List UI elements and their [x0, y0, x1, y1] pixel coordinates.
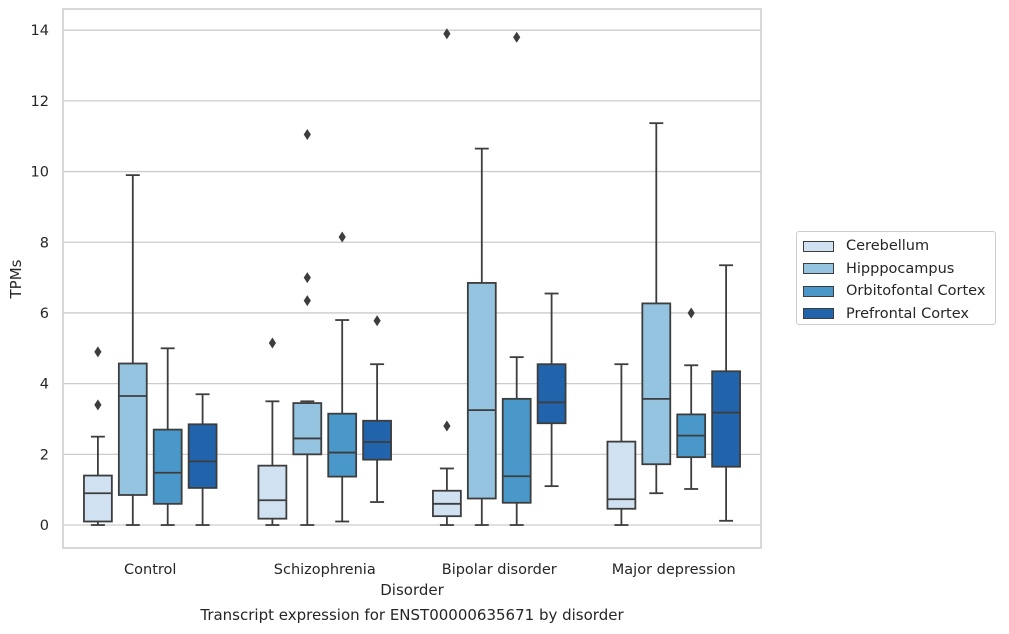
- box-group: [711, 264, 741, 522]
- box: [606, 440, 637, 510]
- box-group: [432, 28, 462, 526]
- legend-swatch: [803, 308, 834, 320]
- y-tick-labels: 0 2 4 6 8 10 12 14: [31, 23, 49, 534]
- box-group: [641, 122, 672, 495]
- box-group: [117, 174, 148, 526]
- box-group: [257, 337, 288, 526]
- legend-label: Prefrontal Cortex: [846, 305, 969, 322]
- x-tick-label: Control: [124, 562, 176, 578]
- box-group: [676, 307, 707, 490]
- box: [501, 397, 532, 504]
- y-axis-label: TPMs: [7, 259, 25, 299]
- outlier-point: [513, 31, 521, 43]
- legend-item: Cerebellum: [803, 235, 995, 258]
- boxes: [83, 28, 741, 526]
- box: [292, 402, 323, 456]
- figure-caption: Transcript expression for ENST0000063567…: [200, 606, 624, 624]
- box: [83, 474, 113, 523]
- outlier-point: [268, 337, 276, 349]
- box: [152, 428, 183, 505]
- legend-item: Orbitofontal Cortex: [803, 280, 995, 303]
- outlier-point: [94, 399, 102, 411]
- box: [187, 423, 218, 489]
- legend-label: Orbitofontal Cortex: [846, 283, 986, 300]
- box: [362, 419, 392, 461]
- x-tick-label: Major depression: [612, 562, 736, 578]
- y-tick-label: 12: [31, 94, 49, 110]
- box: [117, 362, 148, 496]
- outlier-point: [303, 295, 311, 307]
- x-axis-label: Disorder: [380, 581, 444, 599]
- y-tick-label: 2: [40, 447, 49, 463]
- box: [536, 363, 567, 425]
- box: [641, 302, 672, 466]
- outlier-point: [443, 28, 451, 40]
- legend-label: Cerebellum: [846, 238, 930, 255]
- plot-area-frame: [62, 8, 762, 549]
- outlier-point: [338, 231, 346, 243]
- x-tick-label: Schizophrenia: [274, 562, 376, 578]
- box-group: [536, 292, 567, 488]
- outlier-point: [94, 346, 102, 358]
- box: [711, 370, 741, 468]
- legend-swatch: [803, 285, 834, 297]
- legend-label: Hipppocampus: [846, 260, 955, 277]
- y-tick-label: 0: [40, 518, 49, 534]
- box-group: [362, 315, 392, 503]
- box-group: [327, 231, 358, 523]
- y-tick-label: 6: [40, 306, 49, 322]
- box: [327, 412, 358, 478]
- x-tick-label: Bipolar disorder: [442, 562, 557, 578]
- outlier-point: [687, 307, 695, 319]
- legend: Cerebellum Hipppocampus Orbitofontal Corte…: [796, 231, 996, 325]
- y-tick-label: 14: [31, 23, 49, 39]
- legend-swatch: [803, 240, 834, 252]
- y-tick-label: 8: [40, 235, 49, 251]
- outlier-point: [373, 315, 381, 327]
- legend-swatch: [803, 263, 834, 275]
- box-group: [466, 147, 497, 526]
- legend-item: Prefrontal Cortex: [803, 303, 995, 326]
- x-tick-labels: Control Schizophrenia Bipolar disorder Majo…: [124, 562, 736, 578]
- box-group: [501, 31, 532, 526]
- box-group: [152, 347, 183, 526]
- y-tick-label: 10: [31, 165, 49, 181]
- box-group: [606, 363, 637, 526]
- outlier-point: [303, 272, 311, 284]
- outlier-point: [443, 420, 451, 432]
- y-tick-label: 4: [40, 377, 49, 393]
- box-group: [187, 393, 218, 526]
- outlier-point: [303, 128, 311, 140]
- box: [257, 464, 288, 520]
- box-group: [83, 346, 113, 526]
- legend-item: Hipppocampus: [803, 258, 995, 281]
- box: [466, 282, 497, 500]
- box-group: [292, 128, 323, 526]
